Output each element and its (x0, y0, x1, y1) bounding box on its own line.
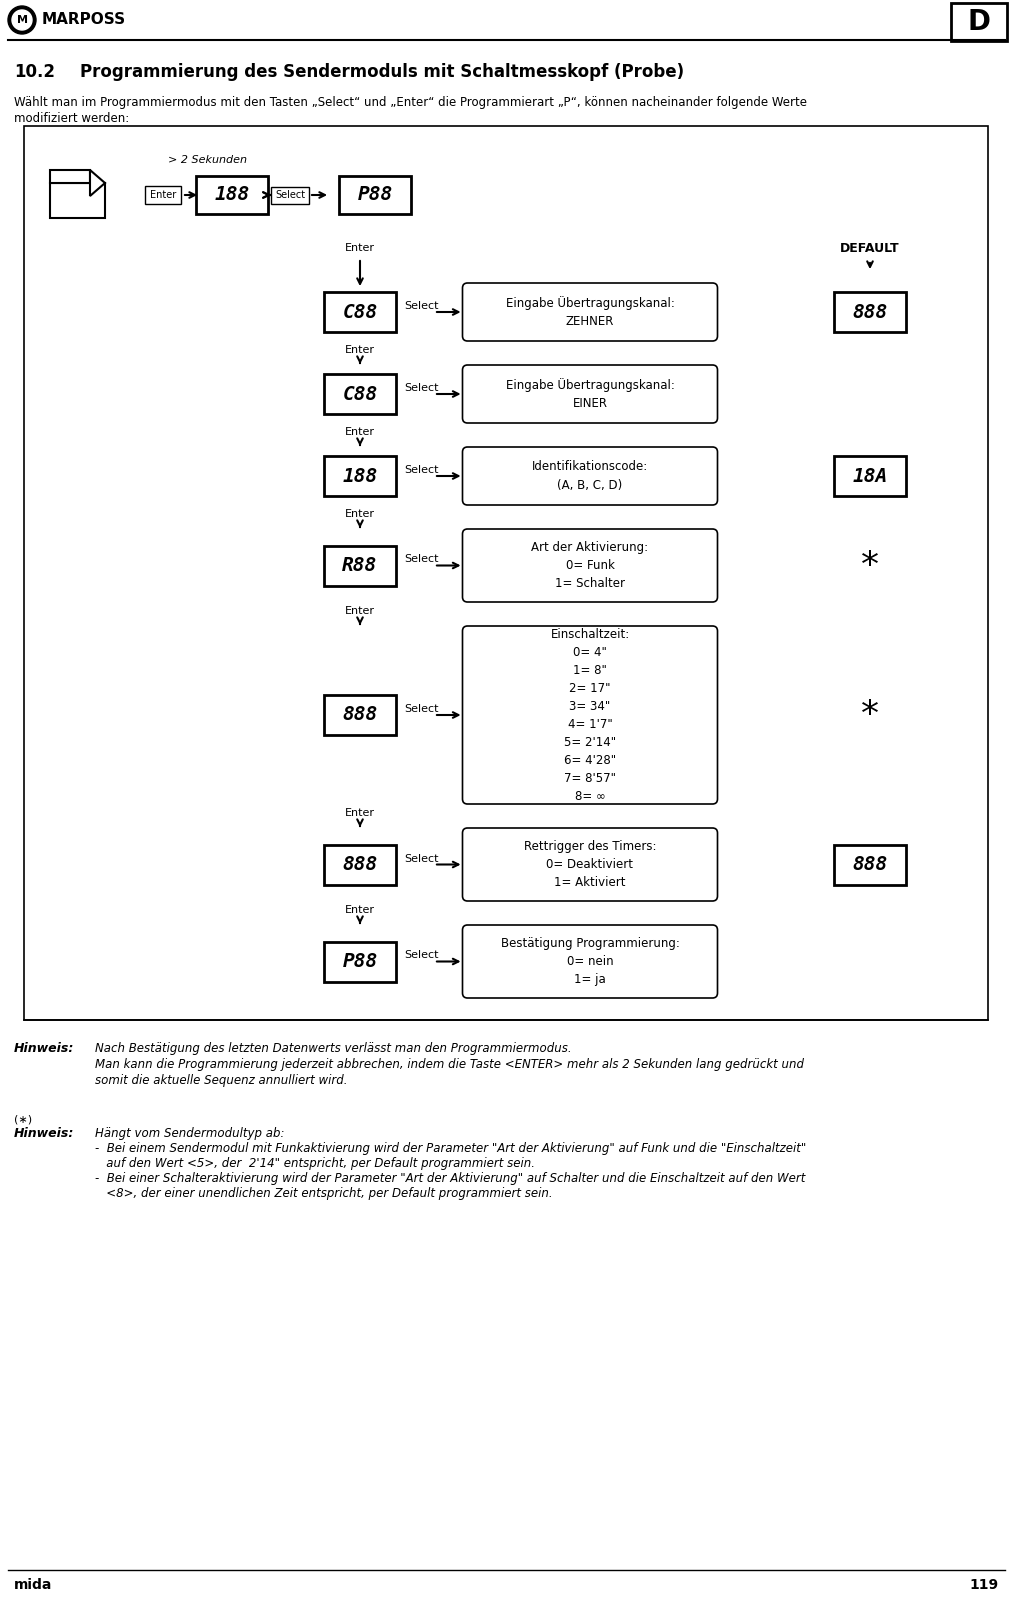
FancyBboxPatch shape (463, 828, 717, 900)
Text: Wählt man im Programmiermodus mit den Tasten „Select“ und „Enter“ die Programmie: Wählt man im Programmiermodus mit den Ta… (14, 96, 807, 109)
Text: Select: Select (404, 384, 439, 393)
FancyBboxPatch shape (145, 185, 181, 205)
Text: MARPOSS: MARPOSS (42, 13, 127, 27)
Text: Enter: Enter (345, 807, 375, 819)
Text: <8>, der einer unendlichen Zeit entspricht, per Default programmiert sein.: <8>, der einer unendlichen Zeit entspric… (95, 1186, 553, 1199)
FancyBboxPatch shape (324, 293, 396, 333)
Text: -  Bei einem Sendermodul mit Funkaktivierung wird der Parameter "Art der Aktivie: - Bei einem Sendermodul mit Funkaktivier… (95, 1142, 806, 1154)
Text: mida: mida (14, 1578, 53, 1593)
Text: Bestätigung Programmierung:
0= nein
1= ja: Bestätigung Programmierung: 0= nein 1= j… (500, 937, 680, 987)
Text: M: M (16, 14, 27, 26)
Text: 119: 119 (969, 1578, 999, 1593)
Text: Hängt vom Sendermodultyp ab:: Hängt vom Sendermodultyp ab: (95, 1127, 285, 1140)
Text: 188: 188 (215, 185, 249, 205)
Text: Rettrigger des Timers:
0= Deaktiviert
1= Aktiviert: Rettrigger des Timers: 0= Deaktiviert 1=… (524, 839, 656, 889)
FancyBboxPatch shape (324, 844, 396, 884)
Text: 888: 888 (852, 855, 887, 875)
Text: *: * (861, 699, 879, 732)
Text: Select: Select (404, 854, 439, 863)
Text: Nach Bestätigung des letzten Datenwerts verlässt man den Programmiermodus.: Nach Bestätigung des letzten Datenwerts … (95, 1043, 571, 1055)
Text: > 2 Sekunden: > 2 Sekunden (168, 155, 247, 165)
Text: Select: Select (404, 950, 439, 961)
Text: 10.2: 10.2 (14, 62, 55, 82)
Text: somit die aktuelle Sequenz annulliert wird.: somit die aktuelle Sequenz annulliert wi… (95, 1075, 347, 1087)
Text: -  Bei einer Schalteraktivierung wird der Parameter "Art der Aktivierung" auf Sc: - Bei einer Schalteraktivierung wird der… (95, 1172, 805, 1185)
Text: 888: 888 (342, 855, 378, 875)
Text: DEFAULT: DEFAULT (840, 241, 900, 254)
Text: modifiziert werden:: modifiziert werden: (14, 112, 130, 125)
Text: Select: Select (404, 465, 439, 475)
FancyBboxPatch shape (339, 176, 411, 214)
Text: (∗): (∗) (14, 1115, 32, 1124)
FancyBboxPatch shape (196, 176, 268, 214)
Text: Identifikationscode:
(A, B, C, D): Identifikationscode: (A, B, C, D) (532, 461, 648, 491)
Text: Enter: Enter (345, 427, 375, 437)
Text: Hinweis:: Hinweis: (14, 1127, 74, 1140)
Text: Man kann die Programmierung jederzeit abbrechen, indem die Taste <ENTER> mehr al: Man kann die Programmierung jederzeit ab… (95, 1059, 804, 1071)
Text: *: * (861, 548, 879, 582)
FancyBboxPatch shape (834, 456, 906, 496)
FancyBboxPatch shape (324, 545, 396, 585)
FancyBboxPatch shape (463, 924, 717, 998)
Text: C88: C88 (342, 302, 378, 321)
Text: Enter: Enter (150, 190, 176, 200)
FancyBboxPatch shape (463, 625, 717, 804)
FancyBboxPatch shape (324, 696, 396, 736)
Text: Select: Select (275, 190, 305, 200)
Text: Enter: Enter (345, 606, 375, 616)
Text: Enter: Enter (345, 345, 375, 355)
Text: Einschaltzeit:
0= 4"
1= 8"
2= 17"
3= 34"
4= 1'7"
5= 2'14"
6= 4'28"
7= 8'57"
8= ∞: Einschaltzeit: 0= 4" 1= 8" 2= 17" 3= 34"… (550, 627, 630, 803)
FancyBboxPatch shape (24, 126, 988, 1020)
FancyBboxPatch shape (324, 456, 396, 496)
Text: Enter: Enter (345, 243, 375, 253)
FancyBboxPatch shape (463, 448, 717, 505)
Text: 188: 188 (342, 467, 378, 486)
FancyBboxPatch shape (463, 529, 717, 601)
Text: Programmierung des Sendermoduls mit Schaltmesskopf (Probe): Programmierung des Sendermoduls mit Scha… (80, 62, 684, 82)
Text: Hinweis:: Hinweis: (14, 1043, 74, 1055)
FancyBboxPatch shape (834, 293, 906, 333)
Text: Eingabe Übertragungskanal:
ZEHNER: Eingabe Übertragungskanal: ZEHNER (505, 296, 675, 328)
FancyBboxPatch shape (324, 374, 396, 414)
Text: Enter: Enter (345, 905, 375, 915)
Text: 18A: 18A (852, 467, 887, 486)
Text: 888: 888 (342, 705, 378, 724)
FancyBboxPatch shape (324, 942, 396, 982)
FancyBboxPatch shape (50, 169, 90, 182)
Text: R88: R88 (342, 556, 378, 576)
FancyBboxPatch shape (951, 3, 1007, 42)
Circle shape (8, 6, 36, 34)
Text: C88: C88 (342, 384, 378, 403)
Text: Select: Select (404, 301, 439, 310)
FancyBboxPatch shape (834, 844, 906, 884)
Text: P88: P88 (358, 185, 393, 205)
Text: Art der Aktivierung:
0= Funk
1= Schalter: Art der Aktivierung: 0= Funk 1= Schalter (532, 540, 648, 590)
Text: P88: P88 (342, 951, 378, 971)
FancyBboxPatch shape (271, 187, 309, 203)
Text: auf den Wert <5>, der  2'14" entspricht, per Default programmiert sein.: auf den Wert <5>, der 2'14" entspricht, … (95, 1158, 535, 1170)
FancyBboxPatch shape (463, 283, 717, 341)
Text: Select: Select (404, 704, 439, 715)
Polygon shape (90, 169, 105, 197)
Circle shape (12, 10, 32, 30)
FancyBboxPatch shape (463, 365, 717, 424)
Text: Enter: Enter (345, 508, 375, 520)
Text: D: D (967, 8, 991, 37)
FancyBboxPatch shape (50, 182, 105, 217)
Text: Select: Select (404, 555, 439, 564)
Text: Eingabe Übertragungskanal:
EINER: Eingabe Übertragungskanal: EINER (505, 377, 675, 409)
Text: 888: 888 (852, 302, 887, 321)
